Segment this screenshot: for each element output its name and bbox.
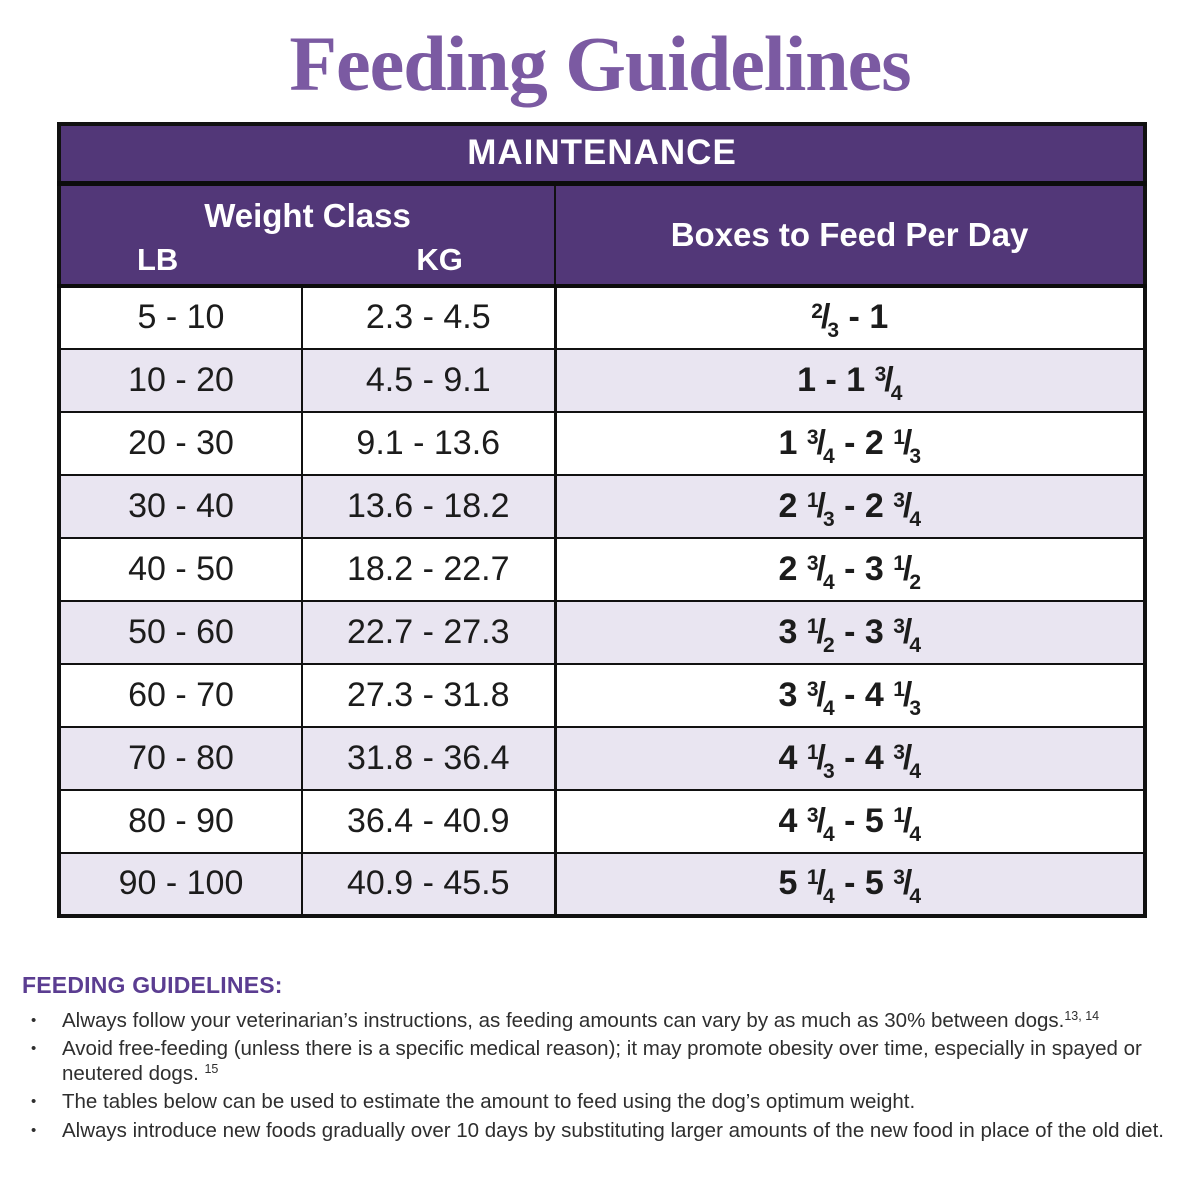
lb-cell: 40 - 50 (58, 536, 303, 602)
kg-cell: 27.3 - 31.8 (301, 662, 557, 728)
fraction: 3/4 (893, 612, 922, 657)
boxes-cell: 2/3 - 1 (553, 284, 1147, 350)
lb-cell: 50 - 60 (58, 599, 303, 665)
lb-cell: 30 - 40 (58, 473, 303, 539)
fraction: 1/4 (893, 801, 922, 846)
guideline-bullet: • Avoid free-feeding (unless there is a … (22, 1037, 1182, 1086)
guideline-bullet: • The tables below can be used to estima… (22, 1090, 1182, 1115)
lb-cell: 90 - 100 (58, 851, 303, 917)
maintenance-header-row: MAINTENANCE (57, 123, 1147, 186)
fraction: 1/3 (806, 486, 835, 531)
boxes-cell: 4 3/4 - 5 1/4 (553, 788, 1147, 854)
lb-cell: 5 - 10 (58, 284, 303, 350)
kg-cell: 31.8 - 36.4 (301, 725, 557, 791)
guideline-text: Always introduce new foods gradually ove… (62, 1119, 1164, 1144)
fraction: 1/2 (806, 612, 835, 657)
boxes-cell: 5 1/4 - 5 3/4 (553, 851, 1147, 917)
guideline-text: Always follow your veterinarian’s instru… (62, 1009, 1099, 1034)
guideline-text-content: Avoid free-feeding (unless there is a sp… (62, 1037, 1142, 1085)
fraction: 3/4 (806, 423, 835, 468)
boxes-cell: 1 3/4 - 2 1/3 (553, 410, 1147, 476)
bullet-dot-icon: • (31, 1011, 37, 1029)
table-row: 60 - 70 27.3 - 31.8 3 3/4 - 4 1/3 (58, 662, 1147, 728)
weight-class-label: Weight Class (204, 196, 411, 234)
fraction: 3/4 (874, 360, 903, 405)
kg-cell: 18.2 - 22.7 (301, 536, 557, 602)
boxes-column-header: Boxes to Feed Per Day (553, 182, 1147, 288)
fraction: 3/4 (893, 738, 922, 783)
lb-cell: 20 - 30 (58, 410, 303, 476)
guidelines-heading: FEEDING GUIDELINES: (22, 971, 283, 998)
fraction: 1/3 (893, 423, 922, 468)
guideline-text-content: Always follow your veterinarian’s instru… (62, 1008, 1065, 1032)
maintenance-table: MAINTENANCE Weight Class LB KG Boxes to … (57, 122, 1148, 918)
table-row: 5 - 10 2.3 - 4.5 2/3 - 1 (58, 284, 1147, 350)
table-row: 20 - 30 9.1 - 13.6 1 3/4 - 2 1/3 (58, 410, 1147, 476)
bullet-dot-icon: • (31, 1040, 37, 1057)
fraction: 1/2 (893, 549, 922, 594)
lb-cell: 10 - 20 (58, 347, 303, 413)
table-row: 70 - 80 31.8 - 36.4 4 1/3 - 4 3/4 (58, 725, 1147, 791)
guideline-text: The tables below can be used to estimate… (62, 1090, 915, 1115)
guideline-bullet: • Always follow your veterinarian’s inst… (22, 1009, 1182, 1034)
guideline-text-content: Always introduce new foods gradually ove… (62, 1118, 1164, 1142)
kg-cell: 2.3 - 4.5 (301, 284, 557, 350)
page-title: Feeding Guidelines (289, 20, 911, 107)
fraction: 2/3 (811, 298, 840, 342)
fraction: 1/3 (806, 738, 835, 783)
table-row: 40 - 50 18.2 - 22.7 2 3/4 - 3 1/2 (58, 536, 1147, 602)
lb-cell: 60 - 70 (58, 662, 303, 728)
fraction: 1/3 (893, 675, 922, 720)
fraction: 3/4 (806, 549, 835, 594)
weight-class-header-cell: Weight Class LB KG (58, 182, 556, 288)
boxes-cell: 1 - 1 3/4 (553, 347, 1147, 413)
unit-labels-row: LB KG (61, 242, 554, 278)
kg-cell: 13.6 - 18.2 (301, 473, 557, 539)
guideline-text-content: The tables below can be used to estimate… (62, 1090, 916, 1113)
fraction: 3/4 (806, 675, 835, 720)
table-row: 90 - 100 40.9 - 45.5 5 1/4 - 5 3/4 (58, 851, 1147, 917)
fraction: 3/4 (893, 486, 922, 531)
bullet-dot-icon: • (31, 1093, 37, 1110)
bullet-dot-icon: • (31, 1121, 37, 1139)
guideline-text: Avoid free-feeding (unless there is a sp… (62, 1037, 1182, 1086)
kg-cell: 9.1 - 13.6 (301, 410, 557, 476)
table-row: 30 - 40 13.6 - 18.2 2 1/3 - 2 3/4 (58, 473, 1147, 539)
column-header-row: Weight Class LB KG Boxes to Feed Per Day (58, 182, 1147, 288)
maintenance-header: MAINTENANCE (57, 123, 1147, 186)
reference-superscript: 15 (204, 1061, 219, 1076)
boxes-cell: 3 1/2 - 3 3/4 (553, 599, 1147, 665)
kg-column-label: KG (416, 241, 463, 277)
lb-column-label: LB (137, 241, 179, 277)
guidelines-section: FEEDING GUIDELINES: • Always follow your… (22, 972, 1182, 1144)
table-row: 50 - 60 22.7 - 27.3 3 1/2 - 3 3/4 (58, 599, 1147, 665)
reference-superscript: 13, 14 (1064, 1008, 1100, 1023)
boxes-cell: 4 1/3 - 4 3/4 (553, 725, 1147, 791)
boxes-cell: 3 3/4 - 4 1/3 (553, 662, 1147, 728)
lb-cell: 80 - 90 (58, 788, 303, 854)
guideline-bullet: • Always introduce new foods gradually o… (22, 1119, 1182, 1144)
kg-cell: 22.7 - 27.3 (301, 599, 557, 665)
lb-cell: 70 - 80 (58, 725, 303, 791)
table-row: 80 - 90 36.4 - 40.9 4 3/4 - 5 1/4 (58, 788, 1147, 854)
boxes-cell: 2 1/3 - 2 3/4 (553, 473, 1147, 539)
fraction: 1/4 (806, 864, 835, 908)
kg-cell: 4.5 - 9.1 (301, 347, 557, 413)
fraction: 3/4 (806, 801, 835, 846)
kg-cell: 40.9 - 45.5 (301, 851, 557, 917)
table-row: 10 - 20 4.5 - 9.1 1 - 1 3/4 (58, 347, 1147, 413)
kg-cell: 36.4 - 40.9 (301, 788, 557, 854)
fraction: 3/4 (893, 864, 922, 908)
boxes-cell: 2 3/4 - 3 1/2 (553, 536, 1147, 602)
